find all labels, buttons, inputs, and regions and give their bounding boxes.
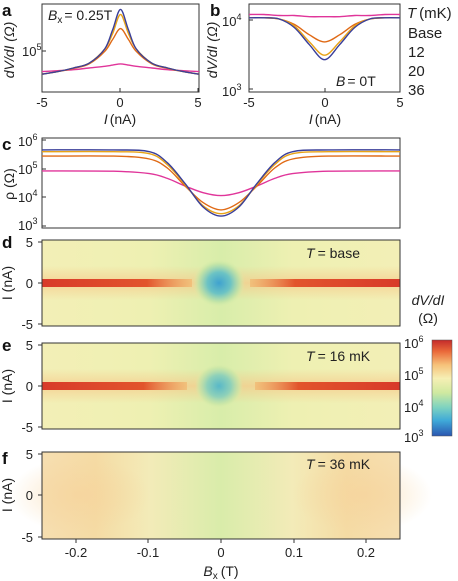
panel-e-ytick-label: 5 <box>26 338 33 353</box>
panel-b: b B = 0T 104 103 -5 0 5 I (nA) dV/dI (Ω) <box>204 1 404 127</box>
panel-f: f T = 36 mK 5 0 -5 I (nA) -0.2 -0.1 0 0.1 <box>0 447 432 581</box>
panel-c-ytick-label: 103 <box>18 216 37 233</box>
panel-d-ytick-label: -5 <box>21 317 33 332</box>
panel-b-xlabel: I (nA) <box>309 111 341 127</box>
legend: T (mK) Base 12 20 36 <box>407 5 452 99</box>
series-line-b-20 <box>248 17 401 43</box>
series-line-c-base <box>41 149 401 217</box>
panel-c-ylabel: ρ (Ω) <box>1 168 17 200</box>
series-line-a-36 <box>41 63 200 73</box>
heatmap-d <box>42 240 400 326</box>
panel-e-annotation: T = 16 mK <box>306 348 371 364</box>
series-line-b-12 <box>248 17 401 56</box>
panel-b-xtick-label: 5 <box>396 95 403 110</box>
panel-e-yticks: 5 0 -5 <box>21 338 42 435</box>
panel-label-d: d <box>2 233 12 252</box>
heatmap-f <box>10 452 432 539</box>
colorbar-ticks: 106 105 104 103 <box>404 334 423 445</box>
colorbar-title: dV/dI <box>412 292 445 308</box>
panel-a-ylabel: dV/dI (Ω) <box>1 22 17 79</box>
legend-entry-20: 20 <box>408 63 425 80</box>
panel-f-xtick-label: -0.2 <box>65 545 87 560</box>
panel-c-ytick-label: 106 <box>18 132 37 149</box>
panel-c-ytick-label: 105 <box>18 160 37 177</box>
panel-b-ytick-label: 104 <box>222 12 241 29</box>
panel-d-ytick-label: 0 <box>26 276 33 291</box>
panel-a-xtick-label: 5 <box>194 95 201 110</box>
panel-a-annotation: Bx = 0.25T <box>48 7 113 26</box>
panel-b-ylabel: dV/dI (Ω) <box>204 22 220 79</box>
series-line-c-20 <box>41 155 401 211</box>
panel-d: d T = base 5 0 -5 I (nA) <box>0 233 401 332</box>
panel-f-xtick-label: 0.2 <box>357 545 375 560</box>
panel-c: c 106 105 104 103 ρ (Ω) <box>1 132 401 233</box>
series-line-b-base <box>248 17 401 61</box>
panel-f-xtick-label: 0 <box>217 545 224 560</box>
panel-a-xtick-label: 0 <box>116 95 123 110</box>
panel-b-annotation: B = 0T <box>336 73 376 89</box>
panel-label-e: e <box>2 336 11 355</box>
plot-a-series <box>41 8 200 75</box>
series-line-c-12 <box>41 150 401 215</box>
panel-b-xtick-label: 0 <box>321 95 328 110</box>
panel-label-f: f <box>2 449 8 468</box>
panel-a-xtick-label: -5 <box>36 95 48 110</box>
panel-f-xtick-label: 0.1 <box>285 545 303 560</box>
legend-title: T (mK) <box>407 5 452 22</box>
series-line-c-36 <box>41 170 401 197</box>
panel-f-annotation: T = 36 mK <box>306 456 371 472</box>
panel-f-xticks: -0.2 -0.1 0 0.1 0.2 <box>65 539 375 560</box>
panel-a-ytick-label: 105 <box>22 42 41 59</box>
panel-f-ylabel: I (nA) <box>0 478 15 512</box>
plot-c-series <box>41 149 401 217</box>
panel-f-ytick-label: 5 <box>26 447 33 462</box>
series-line-b-36 <box>248 13 401 18</box>
colorbar-unit: (Ω) <box>418 310 438 326</box>
panel-b-yticks: 104 103 <box>222 12 253 99</box>
panel-d-ylabel: I (nA) <box>0 266 15 300</box>
panel-b-xticks: -5 0 5 <box>243 88 404 110</box>
panel-e: e T = 16 mK 5 0 -5 I (nA) <box>0 336 401 435</box>
panel-f-xlabel: Bx (T) <box>203 563 238 581</box>
colorbar-tick-label: 103 <box>404 428 423 445</box>
panel-e-ytick-label: 0 <box>26 379 33 394</box>
series-line-a-20 <box>41 27 200 75</box>
colorbar-tick-label: 106 <box>404 334 423 351</box>
heatmap-e <box>42 343 400 429</box>
panel-c-frame <box>41 137 401 229</box>
panel-b-ytick-label: 103 <box>222 82 241 99</box>
plot-b-series <box>248 13 401 61</box>
colorbar: dV/dI (Ω) 106 105 104 103 <box>404 292 453 445</box>
series-line-a-base <box>41 8 200 75</box>
series-line-a-12 <box>41 13 200 75</box>
panel-e-ylabel: I (nA) <box>0 369 15 403</box>
panel-d-ytick-label: 5 <box>26 235 33 250</box>
panel-b-xtick-label: -5 <box>243 95 255 110</box>
panel-f-yticks: 5 0 -5 <box>21 447 42 545</box>
panel-a-xlabel: I (nA) <box>104 111 136 127</box>
panel-c-yticks: 106 105 104 103 <box>18 132 46 233</box>
panel-f-xtick-label: -0.1 <box>137 545 159 560</box>
panel-f-ytick-label: 0 <box>26 488 33 503</box>
legend-entry-36: 36 <box>408 82 425 99</box>
panel-a-xticks: -5 0 5 <box>36 88 202 110</box>
panel-label-b: b <box>210 1 220 20</box>
panel-e-ytick-label: -5 <box>21 420 33 435</box>
panel-label-a: a <box>2 1 12 20</box>
panel-d-yticks: 5 0 -5 <box>21 235 42 332</box>
panel-a: a Bx = 0.25T 105 -5 0 5 I (nA) dV/dI (Ω) <box>1 1 202 127</box>
colorbar-tick-label: 105 <box>404 366 423 383</box>
panel-label-c: c <box>2 135 11 154</box>
legend-entry-base: Base <box>408 25 442 42</box>
panel-d-annotation: T = base <box>306 245 360 261</box>
legend-entry-12: 12 <box>408 44 425 61</box>
panel-f-ytick-label: -5 <box>21 530 33 545</box>
colorbar-tick-label: 104 <box>404 398 423 415</box>
panel-c-ytick-label: 104 <box>18 188 37 205</box>
colorbar-scale <box>431 339 453 437</box>
